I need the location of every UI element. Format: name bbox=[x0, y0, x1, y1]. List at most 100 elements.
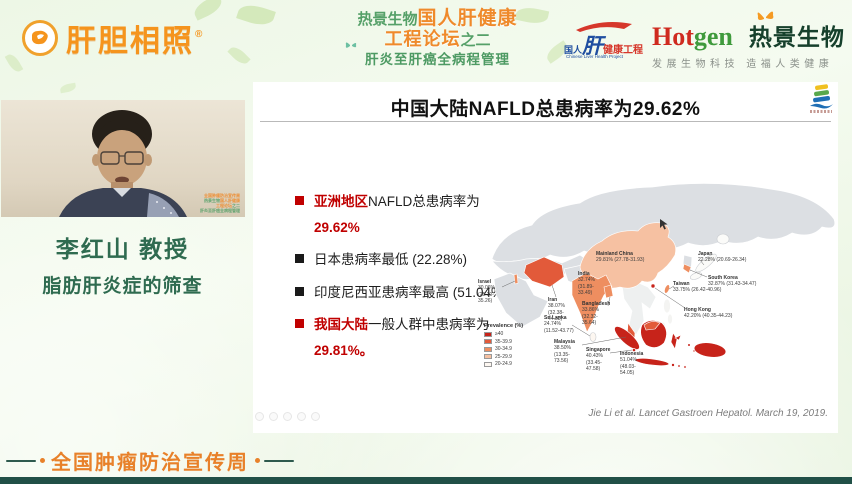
country-stats: 42.20% (40.35-44.23) bbox=[684, 313, 742, 319]
legend-label: 30-34.9 bbox=[495, 346, 512, 352]
speaker-name: 李红山 教授 bbox=[55, 236, 190, 262]
legend-swatch bbox=[484, 339, 492, 344]
map-label-singapore: Singapore 40.43% (33.45-47.58) bbox=[586, 347, 616, 372]
banner-right-dot bbox=[255, 458, 260, 463]
mouse-cursor bbox=[660, 219, 668, 230]
country-name: Malaysia bbox=[554, 339, 575, 345]
slide-title: 中国大陆NAFLD总患病率为29.62% bbox=[390, 99, 701, 120]
map-label-sri-lanka: Sri Lanka 24.74% (11.52-43.77) bbox=[544, 315, 574, 334]
map-label-israel: Israel 30.06% (25.10-35.26) bbox=[478, 279, 506, 304]
title-divider bbox=[260, 121, 831, 122]
bullet-marker bbox=[295, 286, 304, 296]
chinese-liver-health-project-logo: 国人肝健康工程 Chinese Liver Health Project bbox=[564, 18, 643, 62]
bullet-item-asia: 亚洲地区NAFLD总患病率为 29.62% bbox=[295, 192, 520, 237]
country-ci: (31.89-33.49) bbox=[578, 283, 594, 296]
country-ci: (11.52-43.77) bbox=[544, 327, 574, 334]
country-stats: 24.74% (11.52-43.77) bbox=[544, 321, 574, 334]
country-name: Sri Lanka bbox=[544, 315, 567, 321]
country-ci: (25.10-35.26) bbox=[478, 291, 494, 304]
country-name: India bbox=[578, 271, 590, 277]
control-dot[interactable] bbox=[311, 412, 320, 421]
watermark-prefix: 热景生物 bbox=[204, 198, 220, 203]
legend-title: Prevalence (%) bbox=[484, 323, 524, 329]
hotgen-logo: Hot gen 热景生物 发展生物科技 造福人类健康 bbox=[652, 11, 845, 70]
forum-title-line1-prefix: 热景生物 bbox=[357, 11, 418, 28]
bullet-highlight: 亚洲地区 bbox=[314, 194, 368, 209]
banner-left-line bbox=[6, 459, 36, 462]
legend-row: ≥40 bbox=[484, 331, 523, 337]
map-label-malaysia: Malaysia 38.50% (13.35-73.56) bbox=[554, 339, 584, 364]
map-label-japan: Japan 22.28% (20.69-26.34) bbox=[698, 251, 756, 264]
leaf-decoration bbox=[4, 51, 24, 75]
country-ci: (48.03-54.05) bbox=[620, 363, 636, 376]
forum-title-line1: 热景生物国人肝健康 bbox=[330, 8, 545, 29]
sponsor-logos: 国人肝健康工程 Chinese Liver Health Project Hot… bbox=[564, 11, 845, 70]
country-ci: (13.35-73.56) bbox=[554, 351, 570, 364]
map-legend: Prevalence (%) ≥40 35-39.9 30-34.9 25-29… bbox=[484, 323, 523, 369]
bullet-item-japan: 日本患病率最低 (22.28%) bbox=[295, 250, 520, 270]
legend-label: 25-29.9 bbox=[495, 353, 512, 360]
country-value: 32.74% bbox=[578, 277, 595, 284]
hotgen-gen: gen bbox=[693, 22, 733, 51]
map-label-iran: Iran 38.07% (32.38-44.33) bbox=[548, 297, 578, 322]
speaker-video-tile[interactable]: 全国肿瘤防治宣传周 热景生物国人肝健康 工程论坛之二 肝炎至肝癌全病程管理 bbox=[1, 100, 245, 217]
clhp-guoren: 国人 bbox=[564, 45, 583, 55]
clhp-gan: 肝 bbox=[582, 35, 604, 58]
video-watermark: 全国肿瘤防治宣传周 热景生物国人肝健康 工程论坛之二 肝炎至肝癌全病程管理 bbox=[200, 193, 240, 213]
forum-title-line1-main: 国人肝健康 bbox=[417, 8, 518, 29]
country-stats: 32.74% (31.89-33.49) bbox=[578, 277, 608, 296]
watermark-line1: 全国肿瘤防治宣传周 bbox=[204, 193, 240, 198]
country-value: 51.04% bbox=[620, 357, 637, 364]
country-name: Israel bbox=[478, 279, 492, 285]
map-label-indonesia: Indonesia 51.04% (48.03-54.05) bbox=[620, 351, 650, 376]
banner-text: 全国肿瘤防治宣传周 bbox=[51, 452, 249, 474]
legend-row: 20-24.9 bbox=[484, 361, 523, 367]
watermark-suffix: 之二 bbox=[232, 203, 240, 208]
control-dot[interactable] bbox=[297, 412, 306, 421]
presentation-slide: 中国大陆NAFLD总患病率为29.62% 亚洲地区NAFLD总患病率为 29.6… bbox=[253, 82, 838, 433]
legend-swatch bbox=[484, 346, 492, 352]
country-name: Hong Kong bbox=[684, 307, 711, 313]
watermark-forum: 工程论坛 bbox=[216, 203, 232, 208]
asia-prevalence-map: Israel 30.06% (25.10-35.26) Iran 38.07% … bbox=[470, 175, 840, 403]
country-stats: 38.50% (13.35-73.56) bbox=[554, 345, 584, 364]
control-dot[interactable] bbox=[269, 412, 278, 421]
bullet-value: 29.62% bbox=[314, 219, 360, 235]
control-dot[interactable] bbox=[283, 412, 292, 421]
country-stats: 22.28% (20.69-26.34) bbox=[698, 257, 756, 263]
leaf-decoration bbox=[236, 0, 276, 30]
forum-title-line2-suffix: 之二 bbox=[460, 32, 491, 50]
brand-left-text: 肝胆相照 bbox=[66, 25, 194, 58]
liver-logo-icon bbox=[22, 20, 58, 56]
map-label-south-korea: South Korea 32.87% (31.43-34.47) bbox=[708, 275, 766, 288]
hotgen-butterfly-icon bbox=[754, 6, 776, 29]
legend-label: 35-39.9 bbox=[495, 338, 512, 345]
registered-mark: ® bbox=[195, 29, 203, 40]
country-name: South Korea bbox=[708, 275, 738, 281]
country-value: 38.50% bbox=[554, 345, 571, 352]
presenter-control-dots[interactable] bbox=[255, 412, 320, 421]
bullet-text: NAFLD总患病率为 bbox=[368, 194, 480, 209]
clhp-logo-text: 国人肝健康工程 bbox=[564, 30, 643, 60]
control-dot[interactable] bbox=[255, 412, 264, 421]
country-name: Taiwan bbox=[673, 281, 690, 287]
forum-title-block: 热景生物国人肝健康 工程论坛之二 肝炎至肝癌全病程管理 bbox=[330, 8, 545, 67]
country-value: 38.07% bbox=[548, 303, 565, 310]
butterfly-icon bbox=[344, 38, 358, 56]
bullet-list: 亚洲地区NAFLD总患病率为 29.62% 日本患病率最低 (22.28%) 印… bbox=[295, 192, 520, 373]
country-value: 33.86% bbox=[582, 307, 599, 314]
watermark-line4: 肝炎至肝癌全病程管理 bbox=[200, 208, 240, 213]
hotgen-name-row: Hot gen 热景生物 bbox=[652, 18, 845, 52]
bullet-text: 一般人群中患病率为 bbox=[368, 317, 490, 333]
bullet-marker bbox=[295, 196, 304, 205]
country-name: Japan bbox=[698, 251, 713, 257]
country-stats: 51.04% (48.03-54.05) bbox=[620, 357, 650, 376]
country-stats: 33.75% (26.42-40.96) bbox=[673, 287, 731, 293]
hospital-logo bbox=[808, 84, 834, 120]
speaker-topic: 脂肪肝炎症的筛查 bbox=[42, 276, 203, 297]
speaker-portrait bbox=[59, 110, 187, 217]
campaign-banner: 全国肿瘤防治宣传周 bbox=[6, 446, 294, 475]
clhp-swoosh-icon bbox=[576, 22, 632, 32]
legend-swatch bbox=[484, 331, 492, 337]
hotgen-slogan: 发展生物科技 造福人类健康 bbox=[652, 59, 834, 70]
